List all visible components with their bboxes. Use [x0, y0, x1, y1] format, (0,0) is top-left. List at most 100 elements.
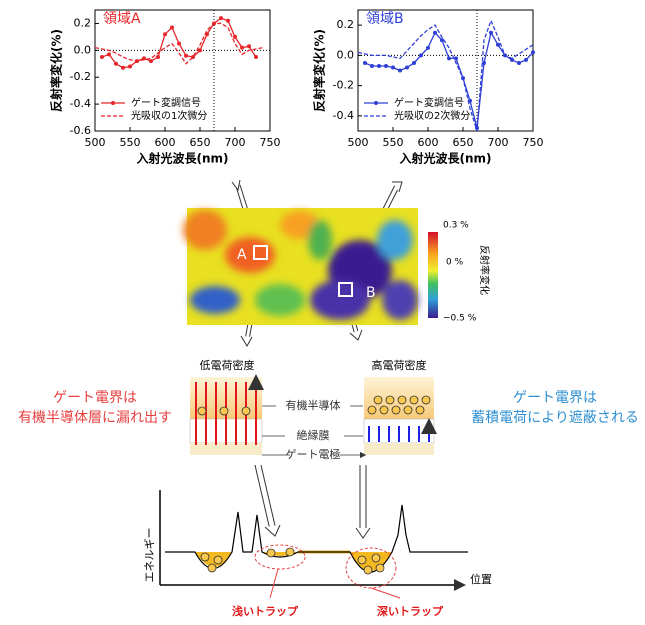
layer-label: 有機半導体 [286, 398, 341, 412]
x-tick-label: 550 [120, 136, 141, 149]
point [419, 53, 423, 58]
y-tick-label: -0.4 [333, 109, 354, 122]
chart-title: 領域B [366, 10, 404, 27]
point [363, 60, 367, 65]
colorbar-tick: 0.3 % [443, 221, 469, 231]
point [531, 50, 535, 55]
point [177, 41, 181, 46]
point [198, 48, 202, 53]
point [163, 32, 167, 37]
point [482, 60, 486, 65]
point [114, 61, 118, 66]
point [240, 45, 244, 50]
x-tick-label: 600 [418, 136, 439, 149]
x-tick-label: 750 [523, 136, 544, 149]
y-axis-label: 反射率変化(%) [312, 29, 327, 112]
x-tick-label: 500 [85, 136, 106, 149]
point [370, 63, 374, 68]
point [149, 59, 153, 64]
point [433, 30, 437, 35]
x-axis-label: 入射光波長(nm) [136, 151, 228, 166]
point [184, 53, 188, 58]
heatmap-label: B [366, 285, 376, 301]
x-tick-label: 750 [260, 136, 281, 149]
point [398, 68, 402, 73]
legend-marker [374, 101, 378, 105]
trap-label: 深いトラップ [377, 604, 444, 618]
point [489, 30, 493, 35]
point [377, 63, 381, 68]
note: ゲート電界は [513, 390, 597, 406]
point [156, 55, 160, 60]
heatmap-label: A [237, 247, 247, 263]
legend-marker [111, 101, 115, 105]
point [517, 60, 521, 65]
x-tick-label: 650 [453, 136, 474, 149]
point [254, 55, 258, 60]
y-tick-label: 0.0 [337, 48, 355, 61]
y-tick-label: -0.2 [333, 79, 354, 92]
axis-label: 位置 [470, 572, 492, 586]
colorbar-label: 反射率変化 [478, 245, 491, 295]
legend-label: ゲート変調信号 [131, 96, 201, 109]
y-tick-label: -0.2 [70, 70, 91, 83]
layer-label: ゲート電極 [286, 447, 341, 461]
legend-label: 光吸収の1次微分 [131, 109, 207, 122]
point [440, 38, 444, 43]
y-tick-label: -0.6 [70, 124, 91, 137]
y-tick-label: 0.0 [74, 43, 92, 56]
y-tick-label: 0.2 [337, 18, 355, 31]
x-axis-label: 入射光波長(nm) [399, 151, 491, 166]
colorbar-tick: −0.5 % [443, 314, 477, 324]
point [426, 45, 430, 50]
axis-label: エネルギー [143, 528, 156, 583]
note: 蓄積電荷により遮蔽される [471, 410, 639, 426]
point [496, 42, 500, 47]
point [219, 16, 223, 21]
point [107, 52, 111, 57]
y-tick-label: -0.4 [70, 97, 91, 110]
x-tick-label: 700 [488, 136, 509, 149]
device: 低電荷密度 高電荷密度 有機半導体 絶縁膜 ゲート電極 ゲート電界は 有機半導体… [18, 358, 639, 461]
legend-label: ゲート変調信号 [394, 96, 464, 109]
point [454, 56, 458, 61]
point [247, 44, 251, 49]
device-title: 高電荷密度 [372, 358, 427, 372]
x-tick-label: 650 [190, 136, 211, 149]
x-tick-label: 550 [383, 136, 404, 149]
device-title: 低電荷密度 [200, 358, 255, 372]
point [128, 64, 132, 69]
energy-diagram: エネルギー 位置 浅いトラップ 深いトラップ [143, 490, 492, 618]
series-line [357, 18, 534, 132]
point [447, 56, 451, 61]
y-axis-label: 反射率変化(%) [49, 29, 64, 112]
point [510, 57, 514, 62]
note: ゲート電界は [53, 390, 137, 406]
layer-label: 絶縁膜 [297, 428, 330, 442]
arrows [231, 179, 403, 539]
point [384, 63, 388, 68]
plot-frame [357, 9, 534, 132]
trap-label: 浅いトラップ [232, 604, 299, 618]
point [226, 18, 230, 23]
colorbar-tick: 0 % [446, 258, 464, 268]
point [233, 34, 237, 39]
x-tick-label: 500 [348, 136, 369, 149]
x-tick-label: 700 [225, 136, 246, 149]
point [524, 57, 528, 62]
point [121, 65, 125, 70]
heatmap: A B 0.3 % 0 % −0.5 % 反射率変化 [183, 208, 491, 325]
chart-title: 領域A [103, 10, 141, 27]
point [405, 65, 409, 70]
point [100, 55, 104, 60]
point [170, 25, 174, 30]
x-tick-label: 600 [155, 136, 176, 149]
plot-frame [94, 9, 271, 132]
note: 有機半導体層に漏れ出す [18, 410, 172, 426]
series-line [94, 22, 264, 65]
y-tick-label: 0.2 [74, 16, 92, 29]
point [391, 65, 395, 70]
point [412, 60, 416, 65]
legend-label: 光吸収の2次微分 [394, 109, 470, 122]
